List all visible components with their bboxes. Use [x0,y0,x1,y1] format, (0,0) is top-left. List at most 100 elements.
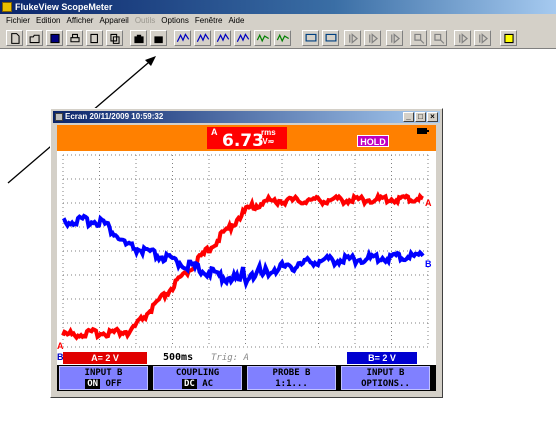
trigger-info: Trig: A [211,353,249,363]
monitor-settings-icon [325,33,337,42]
help-button[interactable] [500,30,517,46]
red-flag-button[interactable] [364,30,381,46]
menubar: Fichier Edition Afficher Appareil Outils… [0,14,556,27]
zoom-out-button[interactable] [430,30,447,46]
red-flag-icon [369,33,379,44]
menu-aide[interactable]: Aide [228,16,245,25]
stop-button[interactable] [344,30,361,46]
app-titlebar: FlukeView ScopeMeter [0,0,556,14]
waveform-ab-button[interactable] [194,30,211,46]
softkey-coupling-options: DC AC [154,379,241,389]
menu-fichier[interactable]: Fichier [6,16,31,25]
waveform-ab2-icon [216,33,230,43]
stop-icon [349,33,359,44]
camera-settings-button[interactable] [150,30,167,46]
toolbar [0,27,556,49]
scope-header: A 6.73 rms V≂ HOLD [57,125,436,151]
envelope-settings-button[interactable] [274,30,291,46]
reading-unit-rms: rms [261,128,276,137]
channel-b-marker: B [57,352,64,362]
channel-a-scale: A= 2 V [63,352,147,364]
softkey-input-b-options-value: OPTIONS.. [361,379,410,389]
softkey-probe-b-label: PROBE B [272,368,311,378]
envelope-settings-icon [276,33,290,43]
save-button[interactable] [46,30,63,46]
softkey-input-b-options[interactable]: INPUT B OPTIONS.. [341,366,430,390]
window-icon [55,113,63,121]
waveform-a-icon [176,33,190,43]
envelope-icon [256,33,270,43]
waveform-button[interactable] [234,30,251,46]
softkey-on: ON [85,379,101,389]
menu-afficher[interactable]: Afficher [66,16,94,25]
print-icon [70,33,80,43]
open-icon [29,34,40,44]
waveform-ab2-button[interactable] [214,30,231,46]
softkey-input-b-label: INPUT B [84,368,123,378]
waveform-ab-icon [196,33,210,43]
zoom-in-button[interactable] [410,30,427,46]
last-icon [479,33,489,44]
start-button[interactable] [386,30,403,46]
print-button[interactable] [66,30,83,46]
menu-fenetre[interactable]: Fenêtre [194,16,223,25]
camera-icon [134,34,144,44]
trace-a-end-label: A [425,198,432,208]
softkey-bar: INPUT B ON OFF COUPLING DC AC PROBE B 1:… [57,365,436,391]
maximize-button[interactable]: □ [415,112,426,122]
menu-appareil[interactable]: Appareil [99,16,129,25]
close-button[interactable]: × [427,112,438,122]
monitor-settings-button[interactable] [322,30,339,46]
monitor-icon [305,33,317,42]
softkey-probe-b[interactable]: PROBE B 1:1... [247,366,336,390]
start-icon [391,33,401,44]
print-preview-icon [90,33,98,44]
channel-b-scale: B= 2 V [347,352,417,364]
screen-window[interactable]: Ecran 20/11/2009 10:59:32 _ □ × A 6.73 r… [50,108,443,398]
softkey-off: OFF [105,379,122,389]
reading-box: A 6.73 rms V≂ [207,127,287,151]
softkey-input-b[interactable]: INPUT B ON OFF [59,366,148,390]
trace-a [61,191,424,341]
last-button[interactable] [474,30,491,46]
camera-button[interactable] [130,30,147,46]
softkey-ac: AC [202,379,214,389]
print-preview-button[interactable] [86,30,103,46]
reading-unit: rms V≂ [261,128,276,146]
minimize-button[interactable]: _ [403,112,414,122]
copy-button[interactable] [106,30,123,46]
softkey-input-b-options-label: INPUT B [366,368,405,378]
app-icon [2,2,12,12]
hold-badge: HOLD [357,135,389,147]
waveform-icon [236,33,250,43]
new-icon [11,33,20,44]
first-icon [459,33,469,44]
screen-window-title: Ecran 20/11/2009 10:59:32 [65,112,164,121]
help-icon [504,33,514,44]
open-button[interactable] [26,30,43,46]
new-button[interactable] [6,30,23,46]
screen-window-titlebar[interactable]: Ecran 20/11/2009 10:59:32 _ □ × [53,111,440,123]
timebase: 500ms [163,352,194,363]
waveform-a-button[interactable] [174,30,191,46]
reading-channel: A [211,127,218,137]
softkey-coupling-label: COUPLING [175,368,220,378]
menu-options[interactable]: Options [161,16,189,25]
copy-icon [110,33,120,44]
envelope-button[interactable] [254,30,271,46]
softkey-coupling[interactable]: COUPLING DC AC [153,366,242,390]
monitor-button[interactable] [302,30,319,46]
trace-b [61,213,425,290]
softkey-dc: DC [181,379,197,389]
menu-edition[interactable]: Edition [36,16,61,25]
softkey-input-b-options: ON OFF [60,379,147,389]
first-button[interactable] [454,30,471,46]
app-title: FlukeView ScopeMeter [15,2,113,12]
zoom-out-icon [434,33,445,44]
save-icon [50,33,60,44]
arrow-head [145,56,156,66]
waveform-plot: A B A [57,154,432,351]
reading-unit-volts: V≂ [262,137,275,146]
